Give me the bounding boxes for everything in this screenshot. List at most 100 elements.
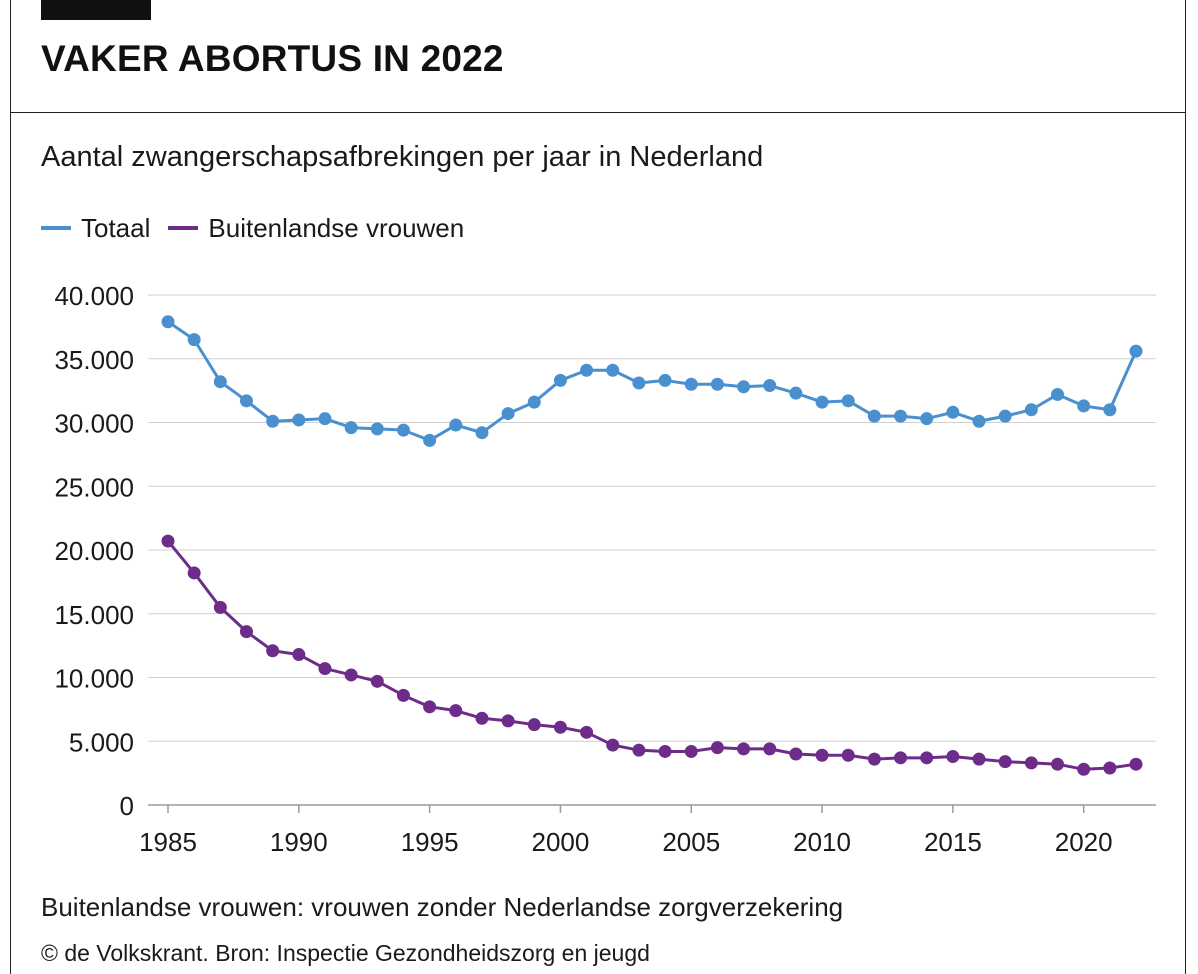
y-tick-label: 20.000 [54, 536, 134, 566]
data-point-totaal [946, 405, 960, 419]
data-point-totaal [998, 409, 1012, 423]
title-divider [10, 112, 1186, 113]
y-tick-label: 10.000 [54, 664, 134, 694]
data-point-totaal [737, 380, 751, 394]
data-point-totaal [815, 395, 829, 409]
data-point-buitenlandse-vrouwen [1051, 757, 1065, 771]
data-point-buitenlandse-vrouwen [710, 741, 724, 755]
x-tick-label: 1990 [270, 827, 328, 857]
data-point-buitenlandse-vrouwen [292, 648, 306, 662]
header-accent-bar [41, 0, 151, 20]
data-point-totaal [553, 373, 567, 387]
data-point-buitenlandse-vrouwen [1077, 762, 1091, 776]
data-point-buitenlandse-vrouwen [658, 744, 672, 758]
data-point-buitenlandse-vrouwen [239, 625, 253, 639]
data-point-buitenlandse-vrouwen [815, 748, 829, 762]
legend-swatch-buitenlandse-vrouwen [168, 226, 199, 230]
data-point-buitenlandse-vrouwen [789, 747, 803, 761]
data-point-buitenlandse-vrouwen [1129, 757, 1143, 771]
data-point-buitenlandse-vrouwen [161, 534, 175, 548]
data-point-buitenlandse-vrouwen [344, 668, 358, 682]
data-point-buitenlandse-vrouwen [920, 751, 934, 765]
data-point-totaal [920, 412, 934, 426]
data-point-buitenlandse-vrouwen [527, 718, 541, 732]
data-point-buitenlandse-vrouwen [946, 750, 960, 764]
data-point-totaal [161, 315, 175, 329]
data-point-totaal [318, 412, 332, 426]
data-point-totaal [763, 379, 777, 393]
data-point-totaal [710, 377, 724, 391]
data-point-totaal [1024, 403, 1038, 417]
data-point-totaal [370, 422, 384, 436]
data-point-buitenlandse-vrouwen [841, 748, 855, 762]
y-tick-label: 15.000 [54, 600, 134, 630]
data-point-buitenlandse-vrouwen [1024, 756, 1038, 770]
data-point-totaal [449, 418, 463, 432]
data-point-buitenlandse-vrouwen [606, 738, 620, 752]
data-point-totaal [894, 409, 908, 423]
data-point-totaal [972, 414, 986, 428]
y-tick-label: 30.000 [54, 409, 134, 439]
data-point-totaal [213, 375, 227, 389]
data-point-buitenlandse-vrouwen [894, 751, 908, 765]
x-tick-label: 2000 [532, 827, 590, 857]
gridlines [148, 294, 1156, 742]
legend-label-buitenlandse-vrouwen: Buitenlandse vrouwen [208, 212, 465, 243]
data-point-buitenlandse-vrouwen [632, 743, 646, 757]
data-point-buitenlandse-vrouwen [867, 752, 881, 766]
data-point-buitenlandse-vrouwen [370, 674, 384, 688]
data-point-buitenlandse-vrouwen [580, 725, 594, 739]
data-point-totaal [658, 373, 672, 387]
chart-title: VAKER ABORTUS IN 2022 [41, 38, 504, 79]
data-point-totaal [239, 394, 253, 408]
legend-label-totaal: Totaal [81, 212, 151, 243]
data-point-totaal [187, 333, 201, 347]
source-credit: © de Volkskrant. Bron: Inspectie Gezondh… [41, 940, 650, 966]
chart-frame [10, 0, 1186, 974]
data-point-buitenlandse-vrouwen [213, 600, 227, 614]
data-point-totaal [1077, 399, 1091, 413]
data-point-totaal [292, 413, 306, 427]
data-point-totaal [475, 426, 489, 440]
data-point-buitenlandse-vrouwen [763, 742, 777, 756]
legend-item-totaal: Totaal [41, 213, 150, 244]
axes: 0 5.000 10.000 15.000 20.000 25.000 30.000 35.0… [54, 281, 1156, 857]
data-point-totaal [344, 421, 358, 435]
data-point-totaal [632, 376, 646, 390]
x-tick-label: 2010 [793, 827, 851, 857]
data-point-buitenlandse-vrouwen [449, 704, 463, 718]
data-point-totaal [867, 409, 881, 423]
data-point-buitenlandse-vrouwen [553, 720, 567, 734]
series-line-buitenlandse-vrouwen [166, 539, 1138, 771]
data-point-buitenlandse-vrouwen [187, 566, 201, 580]
y-tick-label: 25.000 [54, 472, 134, 502]
data-point-buitenlandse-vrouwen [475, 711, 489, 725]
data-point-totaal [266, 414, 280, 428]
y-tick-label: 5.000 [69, 727, 134, 757]
chart-subtitle: Aantal zwangerschapsafbrekingen per jaar… [41, 141, 764, 173]
data-point-buitenlandse-vrouwen [1103, 761, 1117, 775]
data-point-totaal [841, 394, 855, 408]
y-tick-label: 35.000 [54, 345, 134, 375]
footnote: Buitenlandse vrouwen: vrouwen zonder Ned… [41, 892, 844, 922]
legend-item-buitenlandse-vrouwen: Buitenlandse vrouwen [168, 213, 464, 244]
x-tick-label: 1995 [401, 827, 459, 857]
data-point-buitenlandse-vrouwen [501, 714, 515, 728]
data-point-buitenlandse-vrouwen [266, 644, 280, 658]
legend-swatch-totaal [41, 226, 71, 230]
chart-legend: Totaal Buitenlandse vrouwen [41, 210, 482, 246]
data-point-buitenlandse-vrouwen [318, 662, 332, 676]
y-tick-label: 40.000 [54, 281, 134, 311]
data-point-buitenlandse-vrouwen [684, 744, 698, 758]
data-point-totaal [1051, 387, 1065, 401]
x-tick-label: 2020 [1055, 827, 1113, 857]
data-point-totaal [1129, 344, 1143, 358]
data-point-totaal [1103, 403, 1117, 417]
data-series [161, 315, 1143, 776]
data-point-totaal [423, 433, 437, 447]
data-point-totaal [527, 395, 541, 409]
x-tick-label: 2015 [924, 827, 982, 857]
data-point-buitenlandse-vrouwen [998, 755, 1012, 769]
data-point-totaal [580, 363, 594, 377]
